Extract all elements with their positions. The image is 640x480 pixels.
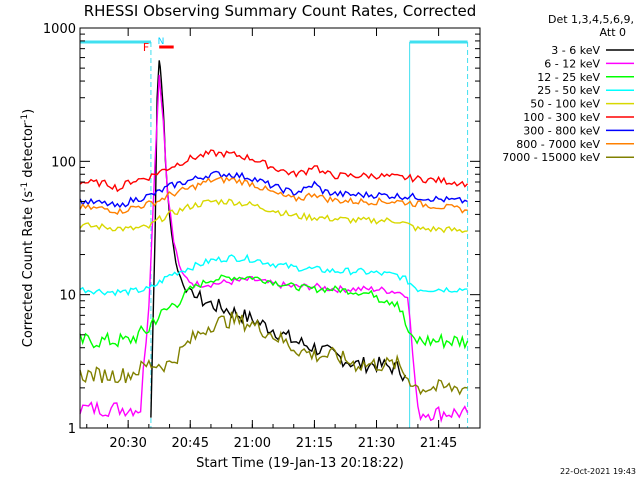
- legend-label-3: 25 - 50 keV: [537, 84, 600, 97]
- x-tick-label-2: 21:00: [234, 436, 271, 451]
- y-axis-title-part2: detector: [21, 122, 36, 182]
- legend-label-1: 6 - 12 keV: [544, 57, 600, 70]
- night-marker-label: N: [158, 37, 165, 47]
- y-tick-label-1: 10: [59, 289, 76, 304]
- y-tick-label-2: 100: [51, 155, 76, 170]
- y-tick-label-0: 1: [68, 422, 76, 437]
- flare-night-markers: F N: [143, 37, 174, 54]
- series-layer: [79, 60, 469, 424]
- legend-label-8: 7000 - 15000 keV: [502, 151, 600, 164]
- y-axis-title-part1: Corrected Count Rate (s: [21, 191, 36, 348]
- x-tick-label-1: 20:45: [172, 436, 209, 451]
- x-axis-title: Start Time (19-Jan-13 20:18:22): [196, 456, 404, 471]
- y-axis-title: Corrected Count Rate (s-1 detector-1): [20, 109, 36, 347]
- series-line-2: [79, 274, 469, 350]
- x-tick-label-4: 21:30: [358, 436, 395, 451]
- legend-label-4: 50 - 100 keV: [530, 98, 600, 111]
- plot-frame: [79, 27, 481, 429]
- series-line-7: [79, 176, 468, 215]
- legend-label-0: 3 - 6 keV: [551, 44, 600, 57]
- x-tick-label-5: 21:45: [420, 436, 457, 451]
- y-axis: 1 10 100 1000: [43, 22, 480, 437]
- y-axis-title-sup2: -1: [20, 114, 30, 123]
- series-line-0: [150, 60, 407, 418]
- timestamp: 22-Oct-2021 19:43: [560, 467, 636, 476]
- legend-label-7: 800 - 7000 keV: [516, 138, 600, 151]
- x-axis: 20:30 20:45 21:00 21:15 21:30 21:45: [86, 28, 460, 451]
- x-tick-label-3: 21:15: [296, 436, 333, 451]
- legend-header-line1: Det 1,3,4,5,6,9,: [548, 13, 634, 26]
- legend-header-line2: Att 0: [600, 26, 626, 39]
- x-tick-label-0: 20:30: [109, 436, 146, 451]
- series-line-3: [79, 253, 468, 297]
- series-line-4: [79, 198, 468, 234]
- y-tick-label-3: 1000: [43, 22, 76, 37]
- series-line-6: [79, 170, 468, 209]
- series-line-8: [79, 311, 468, 396]
- legend-label-5: 100 - 300 keV: [523, 111, 600, 124]
- chart-title: RHESSI Observing Summary Count Rates, Co…: [84, 2, 477, 20]
- y-axis-title-sup1: -1: [20, 182, 30, 191]
- annotation-intervals: [79, 40, 469, 428]
- series-line-5: [79, 149, 469, 193]
- legend-label-2: 12 - 25 keV: [537, 71, 600, 84]
- legend-label-6: 300 - 800 keV: [523, 124, 600, 137]
- flare-marker-label: F: [143, 41, 149, 54]
- y-axis-title-part3: ): [21, 109, 36, 114]
